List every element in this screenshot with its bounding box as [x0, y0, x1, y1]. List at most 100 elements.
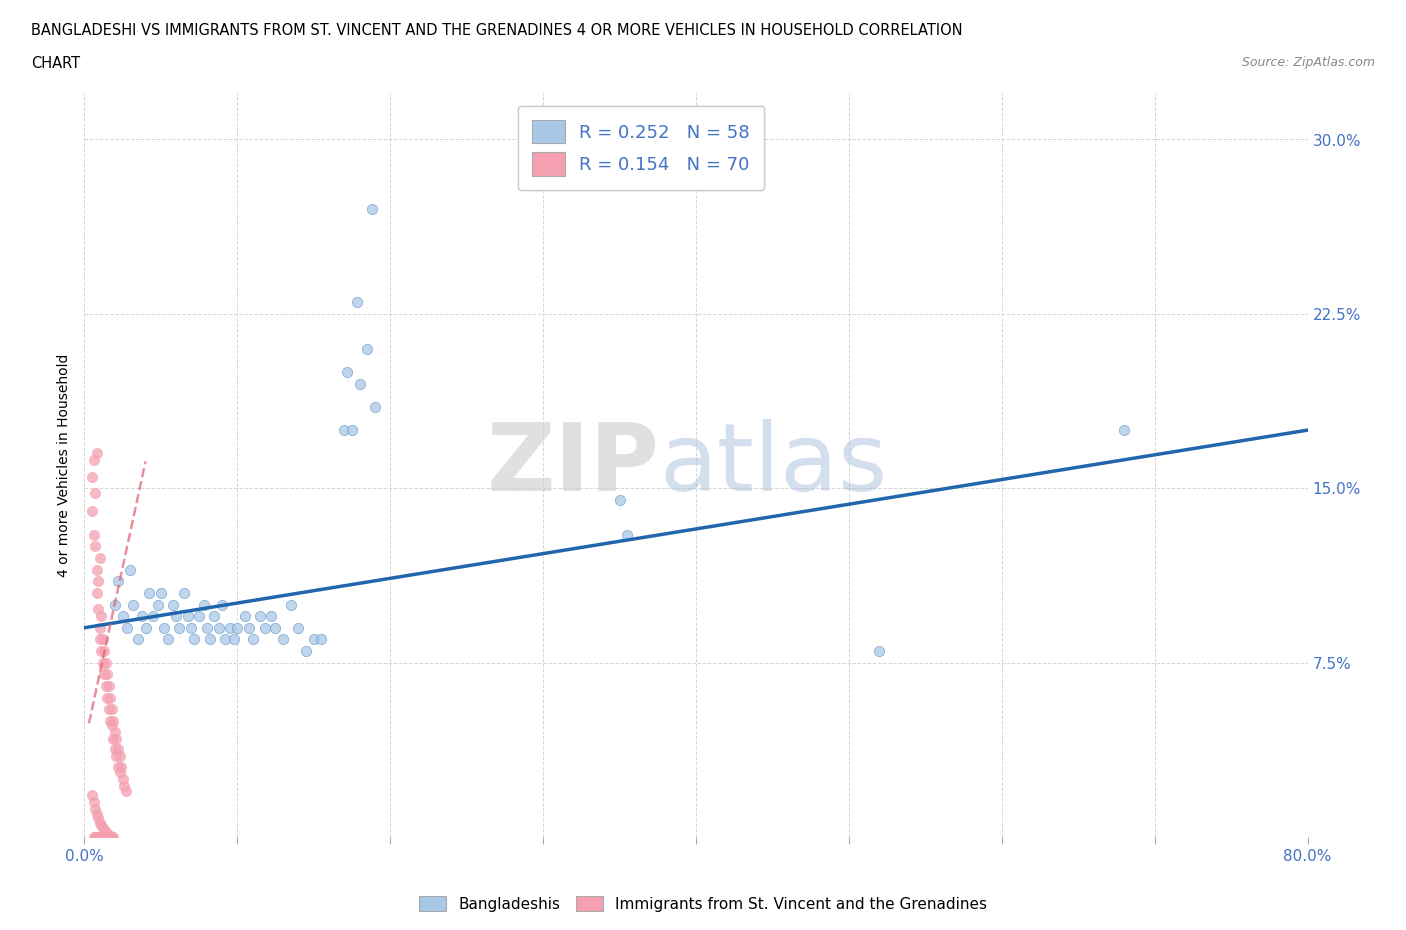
Point	[104, 725, 127, 740]
Point	[86, 446, 108, 461]
Point	[110, 760, 132, 775]
Point	[98, 830, 121, 844]
Point	[138, 586, 160, 601]
Point	[108, 748, 131, 763]
Point	[153, 620, 176, 635]
Point	[94, 825, 117, 840]
Point	[107, 760, 129, 775]
Point	[242, 632, 264, 647]
Point	[609, 493, 631, 508]
Point	[114, 783, 136, 798]
Point	[336, 365, 359, 379]
Text: CHART: CHART	[31, 56, 80, 71]
Point	[91, 820, 114, 835]
Point	[208, 620, 231, 635]
Point	[98, 713, 121, 728]
Point	[356, 341, 378, 356]
Point	[91, 632, 114, 647]
Point	[122, 597, 145, 612]
Point	[89, 632, 111, 647]
Text: atlas: atlas	[659, 419, 887, 511]
Point	[218, 620, 240, 635]
Text: BANGLADESHI VS IMMIGRANTS FROM ST. VINCENT AND THE GRENADINES 4 OR MORE VEHICLES: BANGLADESHI VS IMMIGRANTS FROM ST. VINCE…	[31, 23, 963, 38]
Point	[86, 806, 108, 821]
Point	[91, 830, 114, 844]
Point	[87, 811, 110, 826]
Point	[311, 632, 333, 647]
Point	[103, 830, 125, 844]
Text: Source: ZipAtlas.com: Source: ZipAtlas.com	[1241, 56, 1375, 69]
Point	[96, 828, 118, 843]
Point	[89, 620, 111, 635]
Point	[1114, 423, 1136, 438]
Point	[226, 620, 249, 635]
Point	[93, 823, 115, 838]
Point	[89, 551, 111, 565]
Point	[183, 632, 205, 647]
Point	[105, 748, 128, 763]
Point	[349, 377, 371, 392]
Point	[86, 586, 108, 601]
Point	[105, 732, 128, 747]
Point	[94, 656, 117, 671]
Point	[214, 632, 236, 647]
Point	[107, 741, 129, 756]
Point	[115, 620, 138, 635]
Point	[80, 788, 103, 803]
Point	[287, 620, 309, 635]
Point	[616, 527, 638, 542]
Point	[869, 644, 891, 658]
Point	[101, 718, 124, 733]
Point	[173, 586, 195, 601]
Point	[83, 527, 105, 542]
Point	[96, 667, 118, 682]
Point	[89, 830, 111, 844]
Point	[364, 400, 387, 415]
Point	[146, 597, 169, 612]
Point	[142, 609, 165, 624]
Point	[224, 632, 246, 647]
Point	[108, 764, 131, 779]
Point	[87, 602, 110, 617]
Legend: Bangladeshis, Immigrants from St. Vincent and the Grenadines: Bangladeshis, Immigrants from St. Vincen…	[412, 889, 994, 918]
Point	[83, 830, 105, 844]
Point	[97, 828, 120, 843]
Text: ZIP: ZIP	[486, 419, 659, 511]
Point	[127, 632, 149, 647]
Point	[84, 485, 107, 500]
Point	[101, 830, 124, 844]
Point	[111, 609, 134, 624]
Point	[84, 830, 107, 844]
Point	[83, 453, 105, 468]
Point	[295, 644, 318, 658]
Point	[120, 562, 142, 577]
Point	[177, 609, 200, 624]
Y-axis label: 4 or more Vehicles in Household: 4 or more Vehicles in Household	[58, 353, 72, 577]
Point	[249, 609, 271, 624]
Point	[103, 732, 125, 747]
Point	[111, 772, 134, 787]
Point	[93, 667, 115, 682]
Point	[302, 632, 325, 647]
Point	[131, 609, 153, 624]
Point	[202, 609, 225, 624]
Point	[195, 620, 218, 635]
Point	[104, 741, 127, 756]
Point	[93, 644, 115, 658]
Point	[94, 830, 117, 844]
Point	[340, 423, 363, 438]
Point	[97, 702, 120, 717]
Point	[83, 794, 105, 809]
Point	[96, 690, 118, 705]
Point	[135, 620, 157, 635]
Point	[103, 713, 125, 728]
Point	[89, 816, 111, 830]
Point	[80, 504, 103, 519]
Point	[87, 830, 110, 844]
Point	[162, 597, 184, 612]
Point	[91, 656, 114, 671]
Point	[94, 679, 117, 694]
Point	[104, 597, 127, 612]
Point	[90, 818, 112, 833]
Point	[87, 574, 110, 589]
